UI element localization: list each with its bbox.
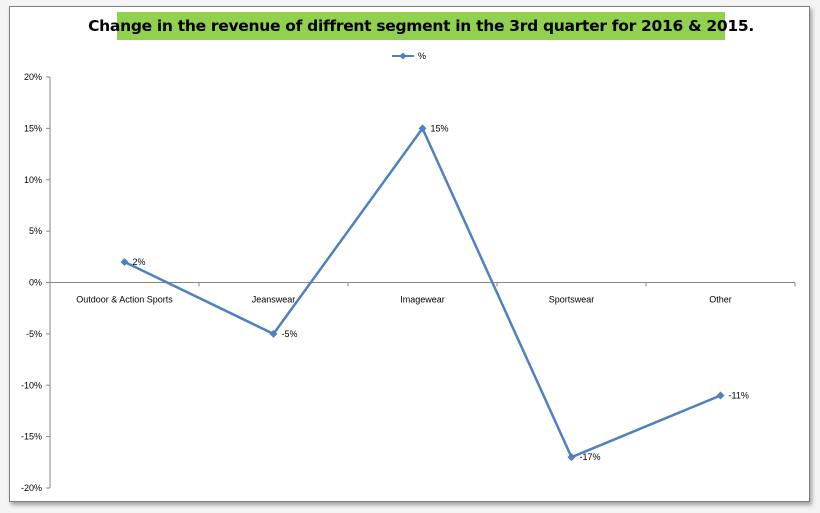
data-point (120, 257, 129, 266)
data-label: 2% (133, 257, 146, 267)
data-label: -11% (729, 391, 749, 401)
x-tick-label: Outdoor & Action Sports (76, 295, 173, 305)
series-line (123, 127, 721, 459)
data-label: 15% (431, 123, 449, 133)
chart-area (9, 6, 810, 502)
y-tick-label: -5% (26, 329, 42, 339)
chart-title: Change in the revenue of diffrent segmen… (88, 12, 754, 40)
data-label: -5% (282, 329, 298, 339)
x-tick-label: Jeanswear (252, 295, 296, 305)
legend-label: % (418, 51, 427, 61)
data-point (716, 391, 725, 400)
legend: % (392, 49, 426, 63)
y-tick-label: 0% (29, 278, 42, 288)
y-tick-label: 5% (29, 226, 42, 236)
x-tick-label: Other (709, 295, 732, 305)
data-label: -17% (580, 452, 601, 462)
y-tick-label: -10% (21, 380, 42, 390)
x-tick-label: Sportswear (549, 295, 595, 305)
data-point (567, 453, 576, 462)
legend-marker (392, 52, 414, 60)
x-tick-label: Imagewear (400, 295, 445, 305)
data-point (269, 329, 278, 338)
data-point (418, 124, 427, 133)
y-tick-label: 15% (24, 123, 42, 133)
y-tick-label: -20% (21, 483, 42, 493)
y-tick-label: 20% (24, 72, 42, 82)
y-tick-label: 10% (24, 175, 42, 185)
y-tick-label: -15% (21, 432, 42, 442)
